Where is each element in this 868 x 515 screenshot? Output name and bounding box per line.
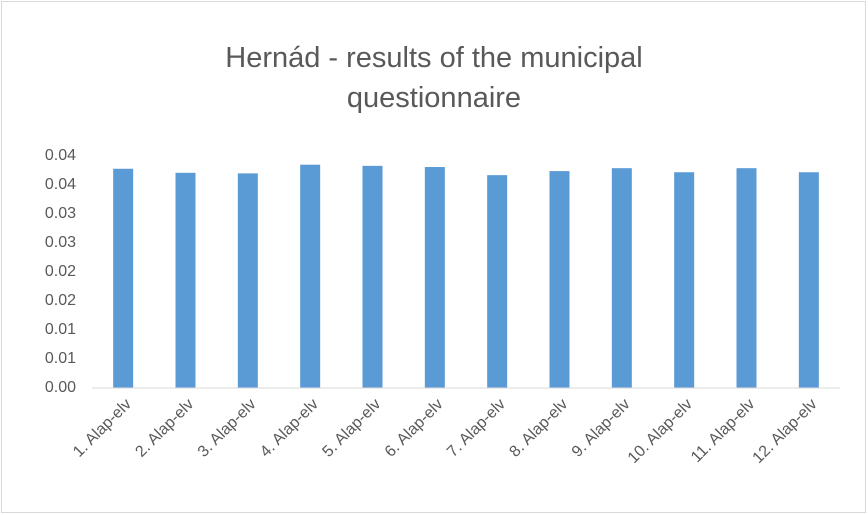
bar: [237, 173, 258, 388]
bar: [549, 171, 570, 388]
bar: [736, 168, 757, 388]
bar: [487, 175, 508, 388]
x-tick-label: 11. Alap-elv: [688, 396, 758, 466]
y-tick-label: 0.02: [45, 292, 76, 309]
y-tick-label: 0.01: [45, 321, 76, 338]
x-tick-label: 5. Alap-elv: [319, 396, 384, 461]
x-tick-label: 2. Alap-elv: [132, 396, 197, 461]
y-tick-label: 0.04: [45, 147, 76, 164]
x-tick-label: 6. Alap-elv: [382, 396, 447, 461]
x-tick-label: 10. Alap-elv: [625, 396, 696, 467]
chart-title: Hernád - results of the municipal questi…: [225, 42, 643, 114]
y-tick-label: 0.03: [45, 205, 76, 222]
bar: [798, 172, 819, 388]
x-tick-label: 9. Alap-elv: [569, 396, 634, 461]
y-tick-label: 0.00: [45, 379, 76, 396]
x-tick-label: 4. Alap-elv: [257, 396, 322, 461]
bar: [674, 172, 695, 388]
bar: [300, 164, 321, 388]
bar: [175, 172, 196, 388]
y-tick-label: 0.04: [45, 176, 76, 193]
x-tick-label: 12. Alap-elv: [750, 396, 821, 467]
x-tick-label: 8. Alap-elv: [506, 396, 571, 461]
x-tick-label: 3. Alap-elv: [195, 396, 260, 461]
bar: [424, 167, 445, 388]
y-tick-label: 0.01: [45, 350, 76, 367]
y-tick-label: 0.03: [45, 234, 76, 251]
bar: [113, 168, 134, 388]
bar: [611, 168, 632, 388]
x-tick-label: 1. Alap-elv: [70, 396, 135, 461]
y-tick-label: 0.02: [45, 263, 76, 280]
x-tick-label: 7. Alap-elv: [444, 396, 509, 461]
bar: [362, 165, 383, 388]
